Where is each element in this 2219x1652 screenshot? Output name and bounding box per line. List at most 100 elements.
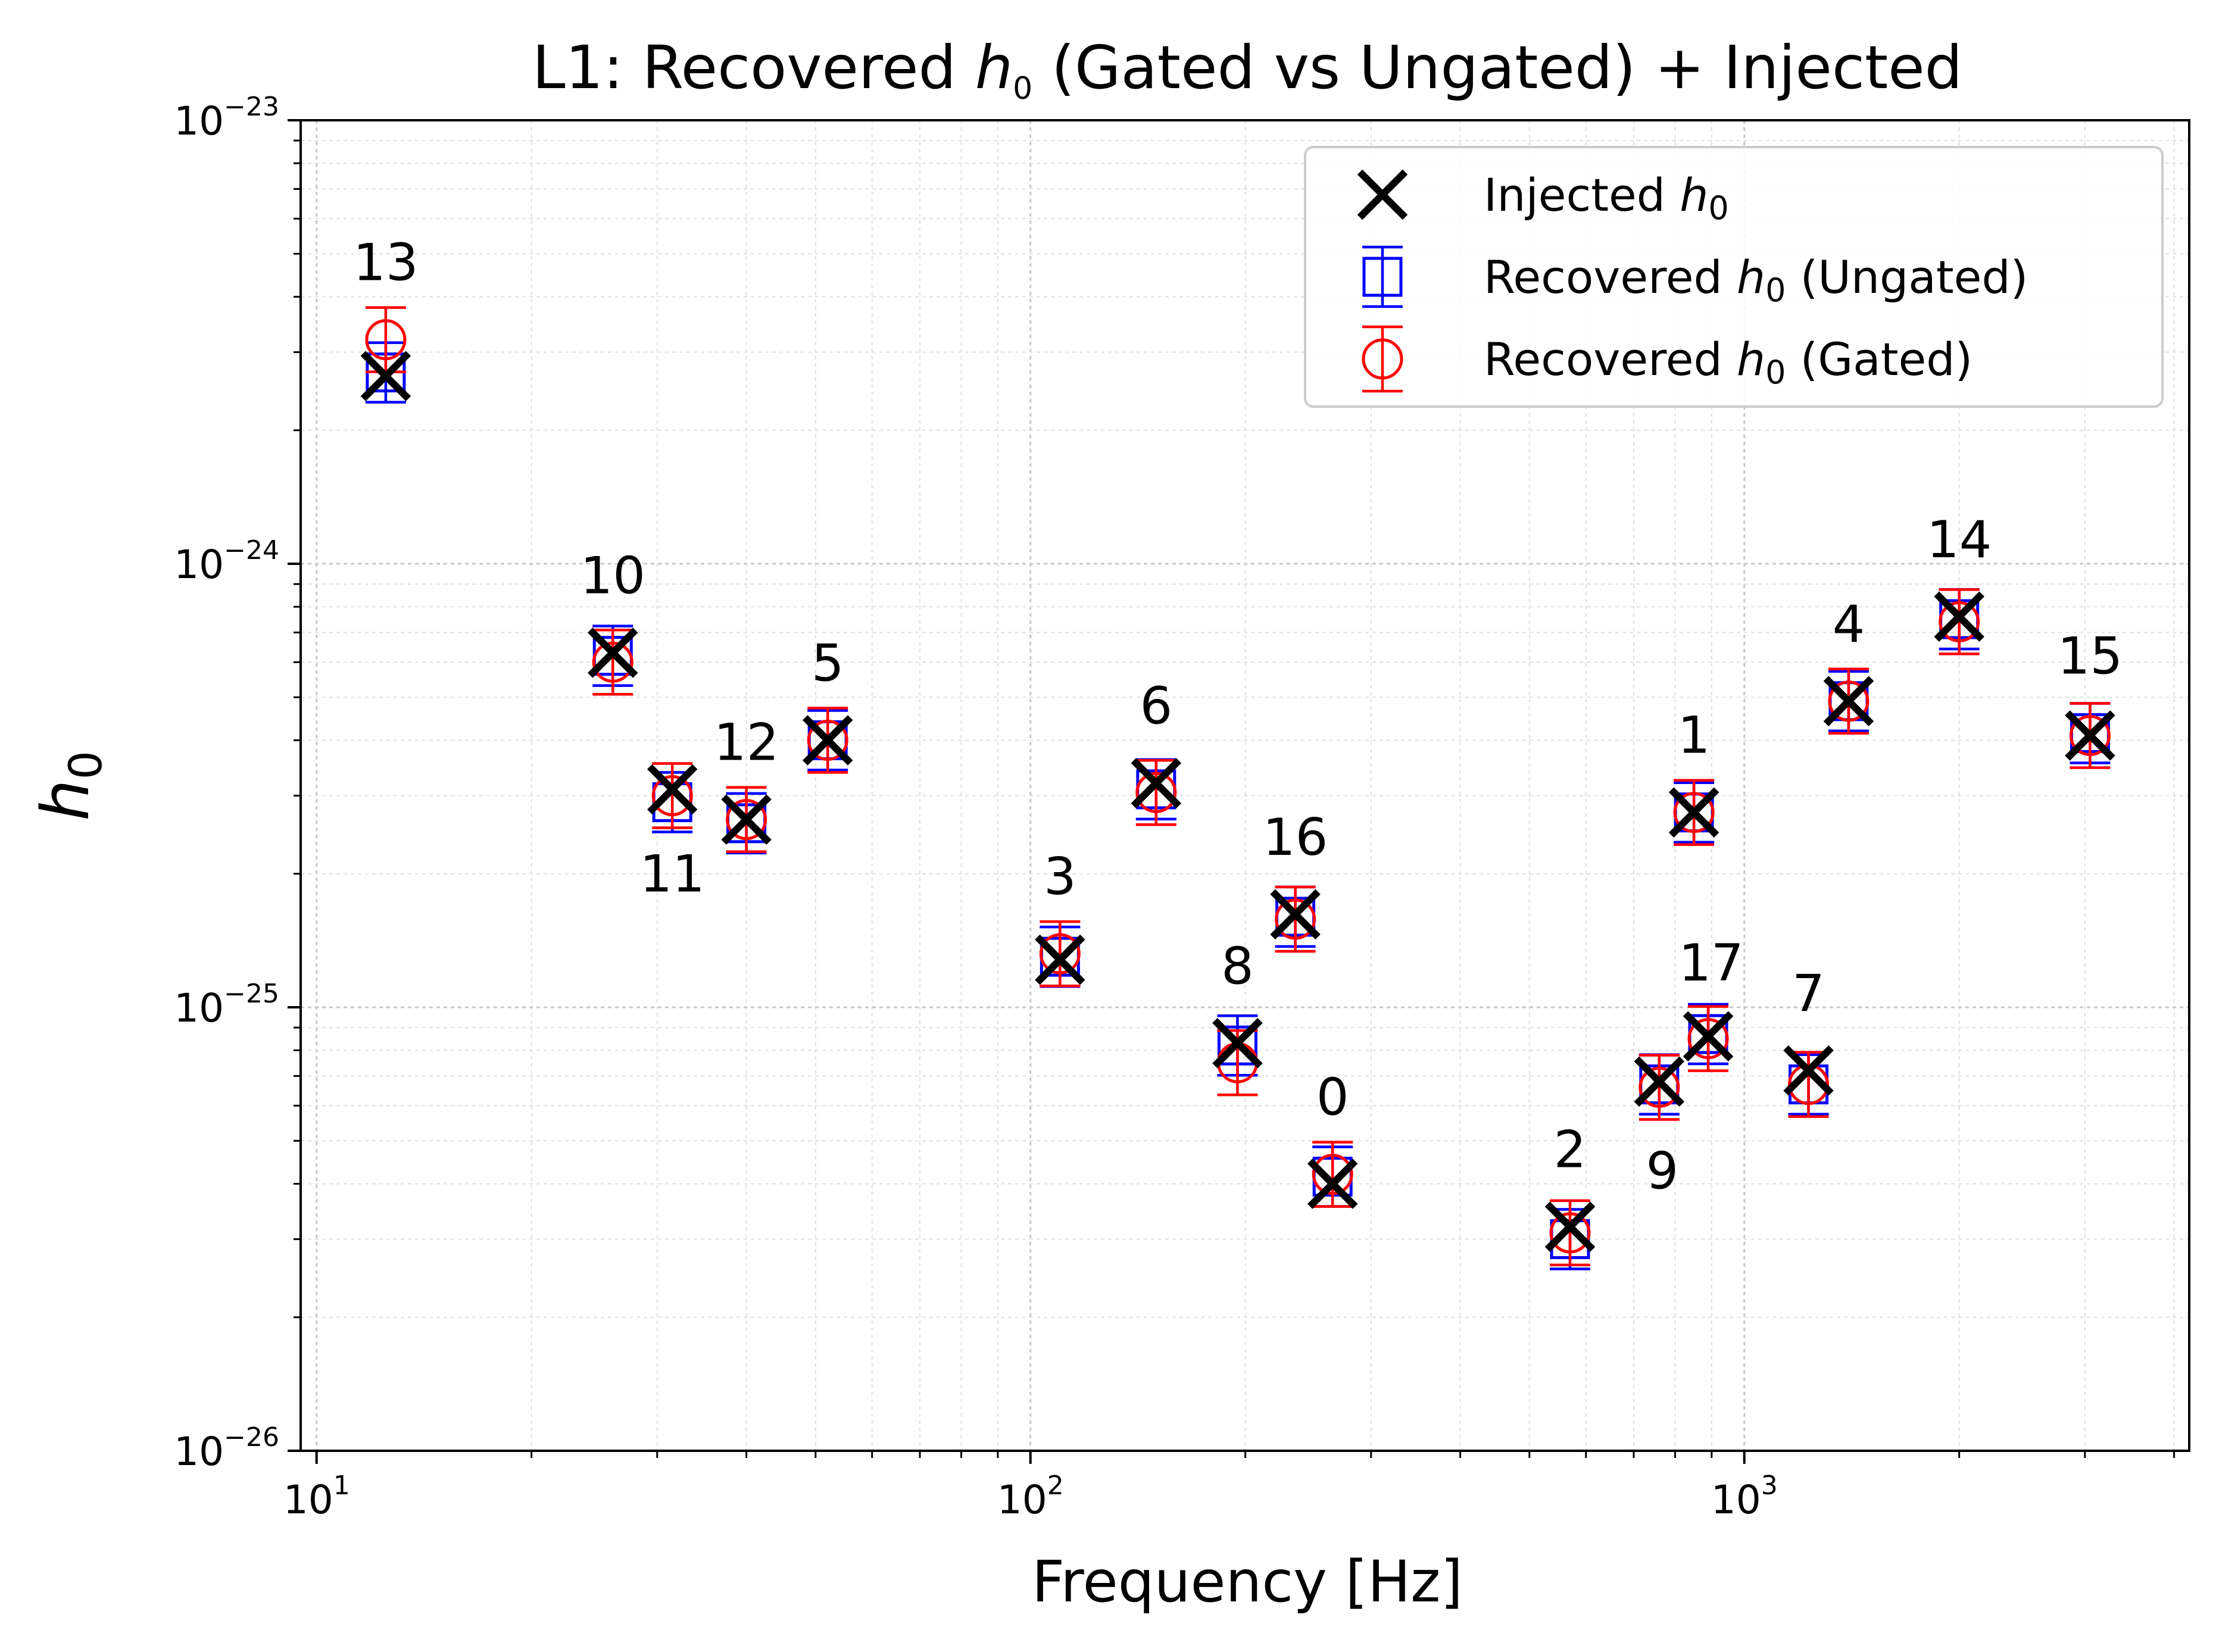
legend-label-text: Recovered (1484, 333, 1737, 386)
data-point-16: 16 (1263, 808, 1328, 953)
legend-label-text: Recovered (1484, 251, 1737, 304)
y-tick-exponent: −26 (224, 1422, 279, 1453)
x-tick-label: 103 (1711, 1470, 1778, 1523)
y-tick-label: 10−25 (174, 979, 279, 1031)
point-label: 12 (714, 713, 779, 773)
data-point-8: 8 (1212, 936, 1263, 1097)
point-label: 7 (1792, 964, 1825, 1023)
gated-circle (1638, 1066, 1680, 1108)
point-label: 13 (353, 233, 418, 293)
gated-marker (1312, 1141, 1353, 1208)
data-point-17: 17 (1678, 933, 1744, 1072)
gated-circle (726, 799, 767, 841)
legend-label: Recovered h0 (Ungated) (1484, 251, 2028, 309)
y-tick-base: 10 (174, 542, 224, 588)
x-tick-base: 10 (997, 1477, 1047, 1523)
data-point-13: 13 (353, 233, 419, 404)
point-label: 17 (1678, 933, 1743, 993)
gated-circle (807, 719, 848, 761)
y-label-subscript: 0 (59, 751, 112, 779)
title-subscript: 0 (1013, 71, 1032, 107)
point-label: 8 (1221, 936, 1254, 996)
data-point-12: 12 (714, 713, 779, 855)
data-point-14: 14 (1927, 510, 1992, 655)
x-axis-label: Frequency [Hz] (1032, 1548, 1463, 1615)
point-label: 6 (1140, 677, 1172, 736)
injected-cross-b (1783, 1045, 1834, 1096)
injected-cross-b (1212, 1018, 1263, 1069)
point-label: 15 (2058, 627, 2123, 686)
legend-label-symbol: h (1680, 168, 1708, 221)
injected-cross-b (588, 627, 638, 678)
gated-circle (1362, 338, 1403, 380)
gated-circle (1828, 680, 1870, 722)
gated-marker (1135, 758, 1177, 826)
data-point-9: 9 (1634, 1053, 1685, 1201)
ungated-marker (1362, 245, 1403, 308)
gated-marker (1039, 920, 1081, 988)
x-tick-base: 10 (283, 1477, 333, 1523)
y-tick-label: 10−23 (174, 92, 279, 144)
y-tick-exponent: −23 (224, 92, 279, 122)
legend-label-rest: (Gated) (1786, 333, 1973, 386)
injected-cross-b (802, 715, 853, 766)
injected-cross-b (1307, 1158, 1358, 1209)
injected-cross-b (1823, 676, 1874, 727)
injected-cross-b (647, 764, 698, 815)
legend-label-subscript: 0 (1708, 189, 1728, 227)
gated-circle (2069, 714, 2111, 756)
gated-marker (651, 762, 693, 829)
injected-marker (802, 715, 853, 766)
legend-box (1304, 146, 2164, 408)
chart-title: L1: Recovered h0 (Gated vs Ungated) + In… (532, 33, 1962, 107)
point-label: 16 (1263, 808, 1328, 867)
y-tick-base: 10 (174, 1429, 224, 1475)
data-point-5: 5 (802, 633, 853, 774)
injected-cross-b (1035, 934, 1085, 985)
title-text-rest: (Gated vs Ungated) + Injected (1032, 33, 1962, 102)
gated-circle (1135, 772, 1177, 813)
legend-label: Recovered h0 (Gated) (1484, 333, 1973, 391)
x-tick-exponent: 3 (1761, 1470, 1778, 1501)
gated-marker (592, 629, 633, 696)
gated-circle (1549, 1212, 1591, 1254)
point-label: 14 (1927, 510, 1992, 570)
injected-cross-b (1683, 1011, 1734, 1062)
injected-marker (1212, 1018, 1263, 1069)
ungated-square (1362, 257, 1403, 297)
injected-cross-b (721, 794, 772, 845)
data-point-6: 6 (1131, 677, 1182, 826)
injected-marker (721, 794, 772, 845)
data-point-10: 10 (581, 546, 645, 696)
title-symbol: h (975, 33, 1013, 102)
gated-circle (592, 641, 633, 683)
data-point-15: 15 (2058, 627, 2123, 769)
y-tick-base: 10 (174, 985, 224, 1031)
gated-marker (726, 786, 767, 853)
injected-marker (1131, 758, 1182, 808)
injected-marker (1668, 787, 1719, 838)
gated-marker (1673, 779, 1715, 846)
point-label: 5 (812, 633, 844, 693)
gated-circle (1039, 933, 1081, 975)
injected-cross-b (360, 351, 411, 401)
injected-marker (1270, 889, 1321, 940)
gated-marker (1638, 1054, 1680, 1121)
legend-label-text: Injected (1484, 168, 1680, 221)
x-tick-label: 102 (997, 1470, 1064, 1523)
plot-frame (299, 119, 2190, 1452)
injected-cross-b (1668, 787, 1719, 838)
y-label-symbol: h (27, 779, 104, 821)
injected-marker (2065, 710, 2115, 761)
injected-marker (1934, 591, 1984, 642)
gated-circle (1687, 1018, 1729, 1060)
injected-marker (1035, 934, 1085, 985)
data-point-1: 1 (1668, 706, 1719, 846)
injected-cross-b (1634, 1056, 1685, 1107)
gated-circle (1275, 898, 1316, 940)
data-point-3: 3 (1035, 847, 1085, 988)
point-label: 1 (1678, 706, 1711, 766)
